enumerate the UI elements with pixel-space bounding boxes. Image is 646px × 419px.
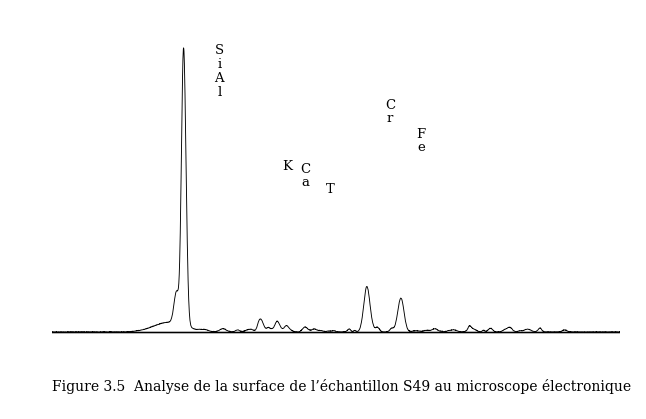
Text: Figure 3.5  Analyse de la surface de l’échantillon S49 au microscope électroniqu: Figure 3.5 Analyse de la surface de l’éc… <box>52 379 630 394</box>
Text: K: K <box>282 160 293 173</box>
Text: C
a: C a <box>301 163 311 189</box>
Text: T: T <box>326 183 335 196</box>
Text: F
e: F e <box>417 128 426 154</box>
Text: C
r: C r <box>385 99 395 125</box>
Text: S
i
A
l: S i A l <box>214 44 224 99</box>
